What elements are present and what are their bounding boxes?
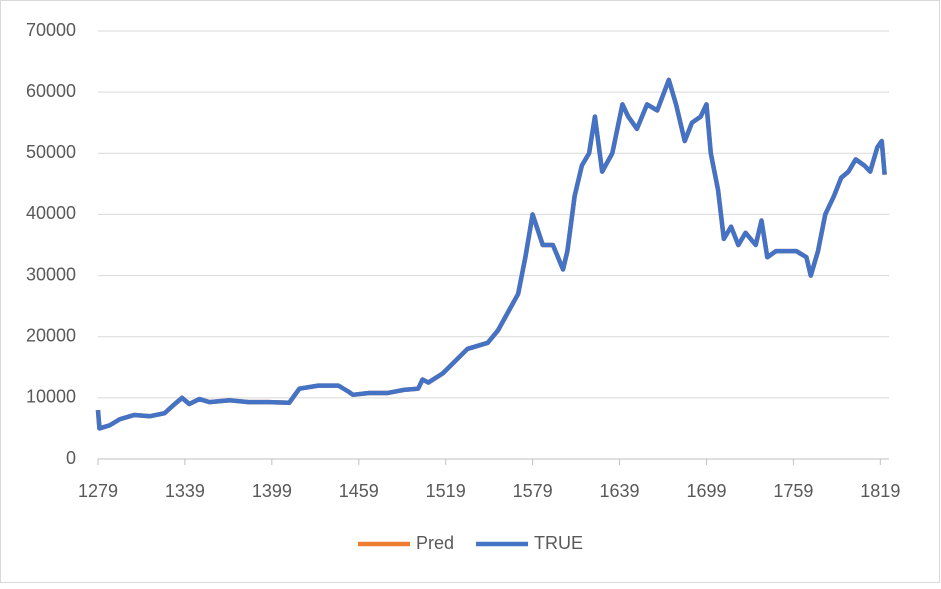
x-tick-label: 1339 — [165, 481, 205, 501]
y-tick-label: 50000 — [26, 142, 76, 162]
x-tick-label: 1279 — [78, 481, 118, 501]
x-tick-label: 1639 — [600, 481, 640, 501]
y-tick-label: 0 — [66, 448, 76, 468]
y-tick-label: 10000 — [26, 387, 76, 407]
x-tick-label: 1819 — [860, 481, 900, 501]
x-tick-label: 1699 — [686, 481, 726, 501]
y-tick-label: 40000 — [26, 203, 76, 223]
x-tick-label: 1519 — [426, 481, 466, 501]
y-tick-label: 60000 — [26, 81, 76, 101]
x-tick-label: 1459 — [339, 481, 379, 501]
x-tick-label: 1759 — [773, 481, 813, 501]
legend-label: TRUE — [534, 533, 583, 553]
series-line — [95, 77, 887, 431]
y-tick-label: 70000 — [26, 20, 76, 40]
y-tick-label: 20000 — [26, 325, 76, 345]
legend-label: Pred — [416, 533, 454, 553]
x-tick-label: 1579 — [513, 481, 553, 501]
x-tick-label: 1399 — [252, 481, 292, 501]
y-tick-label: 30000 — [26, 264, 76, 284]
